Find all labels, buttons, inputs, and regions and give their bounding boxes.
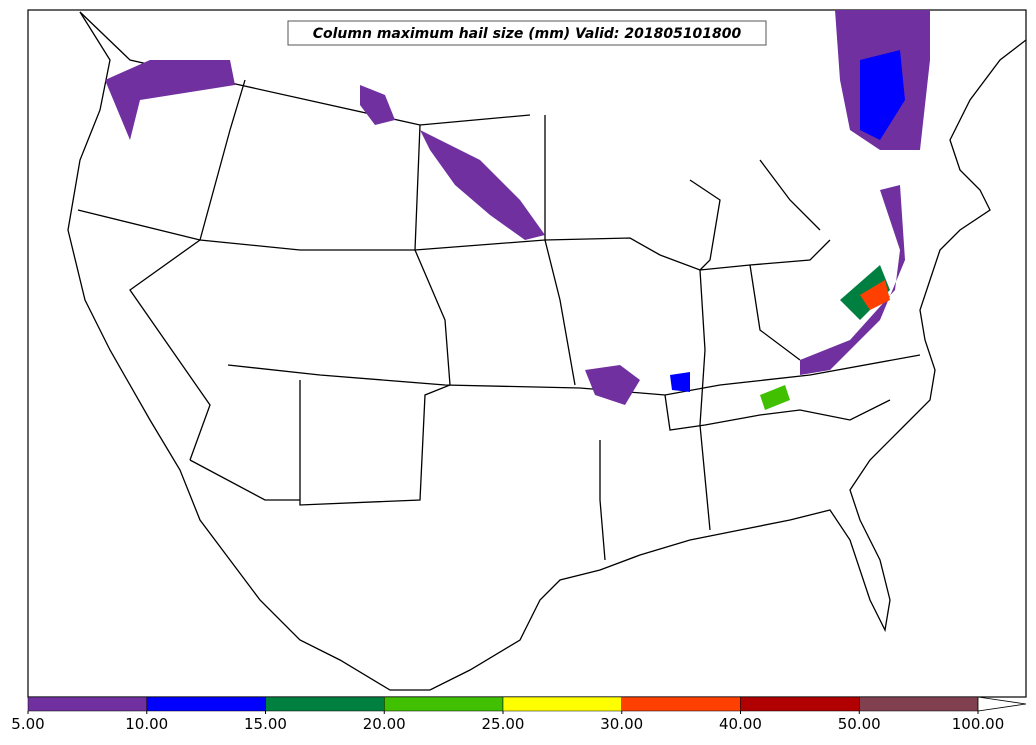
colorbar-tick-label: 15.00	[244, 715, 287, 733]
colorbar-segment	[27, 696, 147, 712]
hail-swath	[860, 280, 890, 310]
colorbar-tick-label: 30.00	[600, 715, 643, 733]
colorbar-tick-label: 40.00	[719, 715, 762, 733]
colorbar-segment	[502, 696, 622, 712]
colorbar: 5.00 10.00 15.00 20.00 25.00 30.00 40.00 50.00 1…	[11, 696, 1027, 733]
colorbar-tick-label: 20.00	[363, 715, 406, 733]
hail-swath	[360, 85, 395, 125]
colorbar-tick-label: 25.00	[482, 715, 525, 733]
map-outlines	[67, 11, 1027, 691]
hail-swath	[670, 372, 690, 392]
colorbar-tick-label: 100.00	[952, 715, 1005, 733]
hail-swath	[800, 185, 905, 375]
colorbar-segment	[146, 696, 266, 712]
colorbar-extension	[977, 696, 1027, 712]
colorbar-segment	[265, 696, 385, 712]
colorbar-segment	[384, 696, 504, 712]
map-title: Column maximum hail size (mm) Valid: 201…	[313, 26, 742, 42]
hail-swath	[760, 385, 790, 410]
colorbar-segment	[740, 696, 860, 712]
hail-swath	[420, 130, 545, 240]
colorbar-segment	[859, 696, 979, 712]
colorbar-tick-label: 50.00	[838, 715, 881, 733]
colorbar-tick-label: 5.00	[11, 715, 44, 733]
colorbar-segment	[621, 696, 741, 712]
hail-swath	[860, 50, 905, 140]
hail-swath	[105, 60, 235, 140]
colorbar-tick-label: 10.00	[125, 715, 168, 733]
title-box	[287, 20, 767, 46]
hail-swaths	[105, 10, 930, 410]
hail-swath	[585, 365, 640, 405]
